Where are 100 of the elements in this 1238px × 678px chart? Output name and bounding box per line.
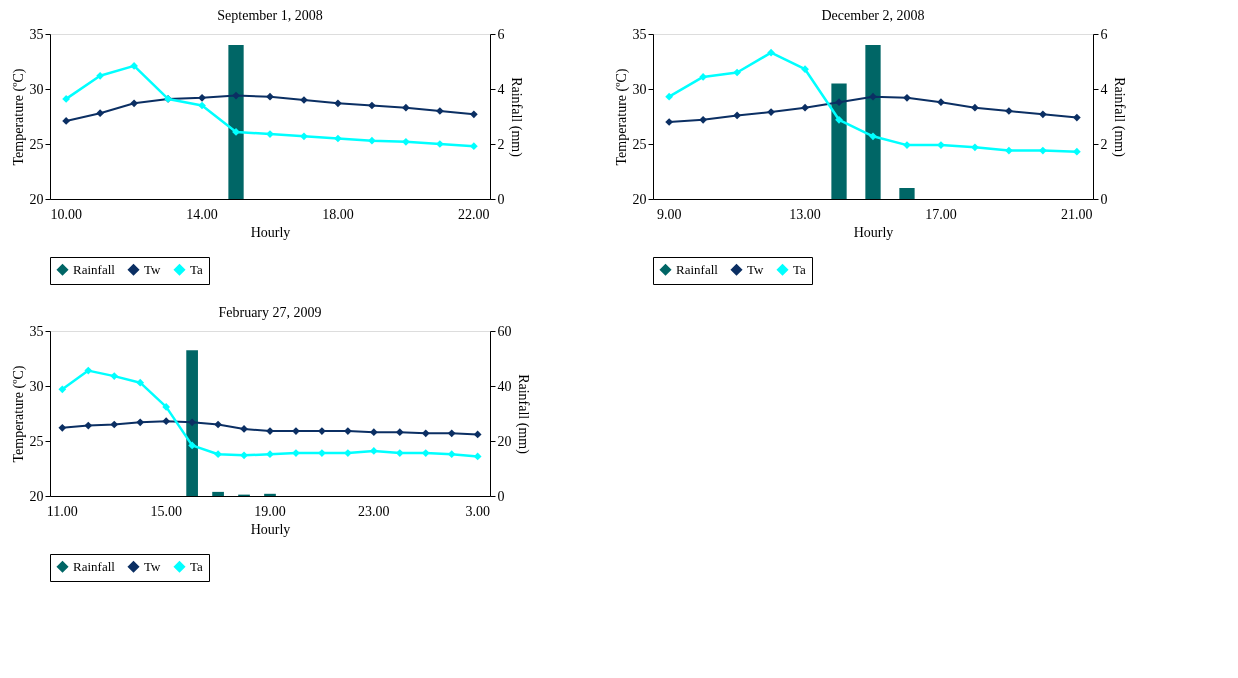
x-tick-label: 13.00 xyxy=(789,206,821,222)
y-tick-label: 30 xyxy=(29,378,44,394)
point xyxy=(110,420,119,429)
y2-axis-title: Rainfall (mm) xyxy=(1110,77,1127,158)
y-tick-label: 25 xyxy=(29,136,44,152)
point xyxy=(198,93,206,102)
bar xyxy=(865,45,881,199)
point xyxy=(240,451,248,460)
point xyxy=(162,417,171,426)
point xyxy=(733,68,741,77)
y-tick-label: 30 xyxy=(29,81,44,97)
point xyxy=(469,110,478,119)
y-tick-label: 25 xyxy=(29,433,44,449)
point xyxy=(318,449,326,457)
point xyxy=(130,99,138,108)
point xyxy=(1072,113,1081,122)
y2-tick-label: 2 xyxy=(497,136,505,152)
point xyxy=(232,91,240,100)
point xyxy=(188,441,196,450)
point xyxy=(665,118,674,126)
x-tick-label: 3.00 xyxy=(465,503,490,519)
y-tick-label: 20 xyxy=(29,191,44,207)
point xyxy=(84,421,93,430)
point xyxy=(96,71,104,80)
point xyxy=(665,92,674,101)
point xyxy=(84,366,93,375)
x-tick-label: 19.00 xyxy=(254,503,286,519)
point xyxy=(58,423,67,432)
y2-tick-label: 2 xyxy=(1100,136,1108,152)
x-tick-label: 9.00 xyxy=(656,206,682,222)
point xyxy=(300,132,308,141)
point xyxy=(733,111,741,120)
y2-tick-label: 20 xyxy=(497,433,512,449)
point xyxy=(937,141,945,149)
point xyxy=(292,427,300,435)
point xyxy=(369,428,378,437)
point xyxy=(232,128,240,136)
legend-label: Tw xyxy=(747,261,765,277)
point xyxy=(266,450,274,459)
y-tick-label: 25 xyxy=(632,136,647,152)
y2-tick-label: 0 xyxy=(1100,191,1108,207)
legend-label: Rainfall xyxy=(73,558,116,574)
point xyxy=(1039,146,1047,155)
y2-tick-label: 0 xyxy=(497,191,505,207)
y-tick-label: 35 xyxy=(29,323,44,339)
point xyxy=(1005,146,1013,155)
x-tick-label: 11.00 xyxy=(46,503,78,519)
x-tick-label: 17.00 xyxy=(925,206,957,222)
bar xyxy=(264,493,276,496)
point xyxy=(903,93,911,102)
point xyxy=(869,92,877,101)
point xyxy=(344,427,352,435)
bar xyxy=(212,491,224,496)
legend-label: Ta xyxy=(190,558,204,574)
point xyxy=(447,450,456,459)
y2-tick-label: 4 xyxy=(497,81,505,97)
point xyxy=(402,103,410,112)
y-tick-label: 30 xyxy=(632,81,647,97)
point xyxy=(266,92,274,101)
chart-title: February 27, 2009 xyxy=(218,305,322,320)
y-tick-label: 35 xyxy=(632,26,647,42)
point xyxy=(699,115,707,124)
point xyxy=(198,101,206,110)
point xyxy=(334,99,342,108)
x-tick-label: 15.00 xyxy=(150,503,182,519)
point xyxy=(292,449,300,457)
point xyxy=(767,48,775,57)
point xyxy=(58,385,67,394)
point xyxy=(188,418,196,427)
y2-tick-label: 40 xyxy=(497,378,512,394)
y2-axis-title: Rainfall (mm) xyxy=(507,77,524,158)
point xyxy=(368,136,376,145)
point xyxy=(835,98,843,107)
legend-label: Ta xyxy=(190,261,204,277)
point xyxy=(971,103,979,112)
point xyxy=(214,420,222,429)
point xyxy=(473,452,482,461)
point xyxy=(318,427,326,435)
x-axis-title: Hourly xyxy=(250,224,291,240)
y2-tick-label: 0 xyxy=(497,488,505,504)
point xyxy=(801,65,809,74)
point xyxy=(447,429,456,438)
point xyxy=(368,101,376,110)
point xyxy=(110,372,119,380)
point xyxy=(699,73,707,81)
bar xyxy=(899,188,915,199)
point xyxy=(869,132,877,141)
legend-label: Rainfall xyxy=(676,261,719,277)
x-tick-label: 14.00 xyxy=(186,206,218,222)
x-tick-label: 23.00 xyxy=(358,503,390,519)
y-tick-label: 20 xyxy=(29,488,44,504)
point xyxy=(96,109,104,118)
point xyxy=(421,429,430,438)
point xyxy=(214,450,222,459)
x-tick-label: 21.00 xyxy=(1061,206,1093,222)
y-axis-title: Temperature (ºC) xyxy=(613,68,630,166)
legend-label: Ta xyxy=(793,261,807,277)
legend-label: Tw xyxy=(144,558,162,574)
y2-axis-title: Rainfall (mm) xyxy=(514,374,531,455)
y2-tick-label: 4 xyxy=(1100,81,1108,97)
